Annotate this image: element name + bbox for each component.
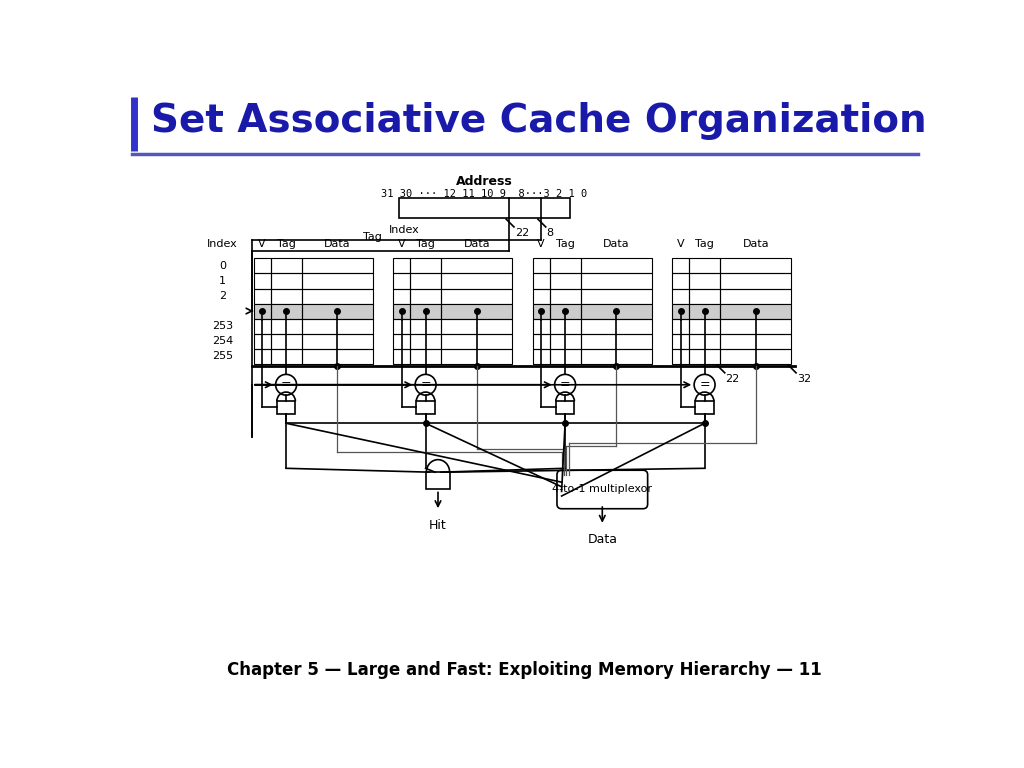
Text: =: = — [420, 379, 431, 391]
Text: 255: 255 — [212, 351, 233, 361]
Text: 253: 253 — [212, 321, 233, 331]
Text: Tag: Tag — [276, 240, 296, 250]
Text: 1: 1 — [219, 276, 226, 286]
Text: V: V — [677, 240, 684, 250]
Text: =: = — [699, 379, 710, 391]
Text: Tag: Tag — [364, 231, 382, 242]
Text: V: V — [258, 240, 266, 250]
Text: 22: 22 — [726, 373, 739, 383]
Text: 254: 254 — [212, 336, 233, 346]
Text: Tag: Tag — [416, 240, 435, 250]
Text: Index: Index — [389, 225, 420, 235]
Polygon shape — [695, 402, 714, 414]
Text: 32: 32 — [797, 373, 811, 383]
Text: Tag: Tag — [556, 240, 574, 250]
Polygon shape — [672, 303, 792, 319]
Text: =: = — [560, 379, 570, 391]
Text: 0: 0 — [219, 261, 226, 271]
Text: Data: Data — [603, 240, 630, 250]
Polygon shape — [556, 402, 574, 414]
Text: Set Associative Cache Organization: Set Associative Cache Organization — [151, 102, 927, 141]
Text: Data: Data — [742, 240, 769, 250]
Text: V: V — [538, 240, 545, 250]
Polygon shape — [532, 303, 652, 319]
Polygon shape — [426, 472, 450, 489]
Polygon shape — [276, 402, 295, 414]
Text: Chapter 5 — Large and Fast: Exploiting Memory Hierarchy — 11: Chapter 5 — Large and Fast: Exploiting M… — [227, 660, 822, 679]
Text: 4-to-1 multiplexor: 4-to-1 multiplexor — [552, 485, 652, 495]
Text: V: V — [397, 240, 406, 250]
Text: Address: Address — [456, 175, 513, 188]
Text: Index: Index — [207, 240, 238, 250]
Text: Tag: Tag — [695, 240, 714, 250]
Text: Data: Data — [588, 533, 617, 546]
Text: 22: 22 — [515, 227, 529, 237]
Text: 31 30 ··· 12 11 10 9  8···3 2 1 0: 31 30 ··· 12 11 10 9 8···3 2 1 0 — [381, 189, 588, 199]
Polygon shape — [393, 303, 512, 319]
Text: Hit: Hit — [429, 518, 446, 531]
Text: 8: 8 — [547, 227, 554, 237]
Polygon shape — [417, 402, 435, 414]
Text: Data: Data — [464, 240, 490, 250]
FancyBboxPatch shape — [557, 470, 647, 508]
Text: 2: 2 — [219, 291, 226, 301]
Text: Data: Data — [324, 240, 350, 250]
Polygon shape — [254, 303, 373, 319]
Text: =: = — [281, 379, 292, 391]
